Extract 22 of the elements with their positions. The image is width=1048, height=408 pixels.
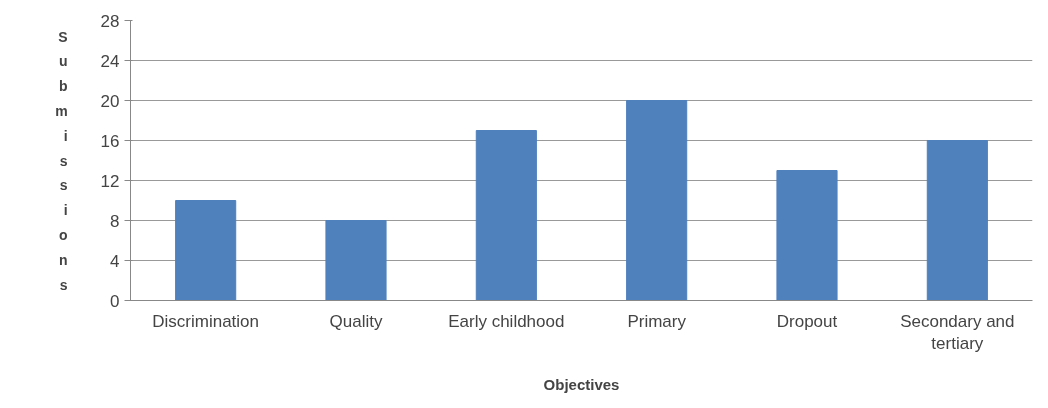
- y-tick-label: 24: [100, 51, 120, 71]
- x-axis-title: Objectives: [543, 376, 620, 394]
- x-tick-label: Secondary and tertiary: [900, 311, 1015, 354]
- y-tick-label: 0: [110, 291, 120, 311]
- x-tick-label: Quality: [329, 311, 383, 331]
- y-tick-label: 4: [110, 251, 120, 271]
- x-tick-label: Primary: [627, 311, 687, 331]
- bar: [475, 130, 537, 301]
- y-tick-label: 8: [110, 211, 120, 231]
- x-tick-label: Dropout: [776, 311, 838, 331]
- bar: [175, 200, 237, 301]
- bar: [776, 170, 838, 301]
- y-tick-label: 12: [100, 171, 120, 191]
- y-tick-label: 28: [100, 11, 120, 31]
- text: Submissions: [55, 28, 68, 293]
- bar: [626, 100, 688, 301]
- bar: [325, 220, 387, 301]
- y-tick-label: 16: [100, 131, 120, 151]
- x-tick-label: Discrimination: [152, 311, 260, 331]
- bar: [926, 140, 988, 301]
- x-tick-label: Early childhood: [448, 311, 565, 331]
- y-tick-label: 20: [100, 91, 120, 111]
